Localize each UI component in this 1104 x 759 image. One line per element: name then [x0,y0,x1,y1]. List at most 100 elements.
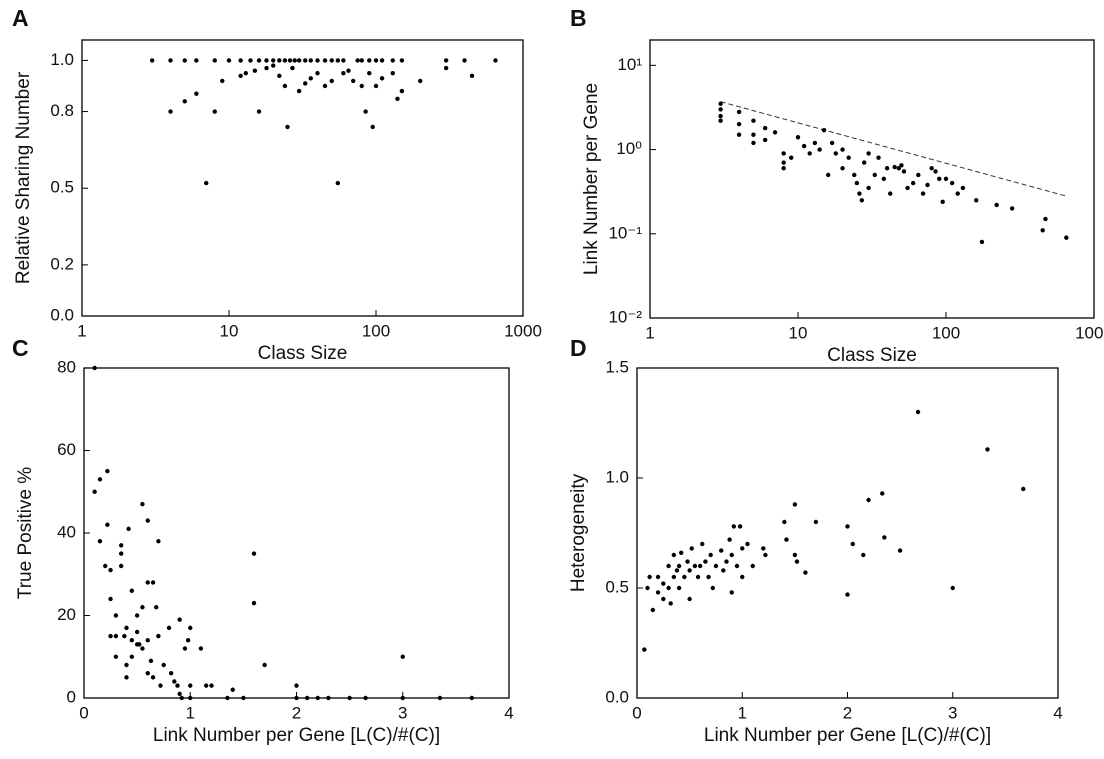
point [736,109,742,115]
point [168,671,174,676]
point [296,58,302,63]
point [271,63,276,68]
point [731,524,737,529]
point [359,58,364,63]
point [118,543,124,548]
point [762,137,768,143]
point [916,172,921,178]
point [794,559,800,564]
point [400,695,405,701]
point [792,502,798,507]
point [92,365,97,371]
point [188,683,193,688]
point [329,78,334,84]
point [655,574,661,580]
point [399,58,405,63]
point [729,552,734,558]
point [370,124,375,130]
point [322,83,328,89]
point [373,83,379,89]
point [846,155,851,160]
point [194,91,199,96]
plot-frame [636,367,1059,699]
point [315,71,320,76]
point [315,58,320,63]
point [888,191,893,196]
point [929,166,934,171]
point [901,169,907,174]
point [950,585,955,591]
point [679,550,684,555]
point [108,596,113,602]
point [845,524,850,529]
point [813,519,819,525]
point [708,552,713,558]
point [108,633,113,639]
point [661,581,666,586]
point [789,155,794,160]
point [892,164,897,170]
point [177,617,182,622]
y-axis-label: Heterogeneity [568,473,589,592]
y-tick-label: 0 [67,687,76,706]
x-tick-label: 100 [932,323,960,342]
point [256,58,262,63]
point [833,151,838,156]
point [129,654,135,659]
point [689,546,694,551]
point [781,166,786,171]
point [899,163,904,168]
point [188,695,193,701]
point [674,568,680,573]
point [105,468,110,474]
x-tick-label: 3 [398,703,407,722]
point [826,172,831,178]
point [182,99,187,104]
point [296,88,302,94]
point [149,58,155,63]
point [92,489,97,494]
point [277,58,282,63]
point [687,568,692,573]
point [252,68,258,73]
x-axis-label: Link Number per Gene [L(C)/#(C)] [153,725,440,746]
y-tick-label: 20 [57,605,76,624]
point [803,570,808,575]
point [251,551,257,556]
point [859,198,865,203]
point [243,71,248,76]
point [751,118,756,123]
point [341,58,346,63]
point [230,687,235,692]
point [212,109,217,114]
point [238,58,243,63]
point [721,568,726,573]
point [872,172,877,178]
point [390,58,395,63]
point [363,109,368,114]
point [692,563,698,569]
point [124,675,129,680]
point [264,58,269,63]
point [390,71,395,76]
point [212,58,217,63]
x-tick-label: 0 [79,703,88,722]
point [880,491,885,496]
y-tick-label: 0.5 [605,577,629,596]
point [145,638,150,643]
point [395,96,400,101]
x-axis-label: Link Number per Gene [L(C)/#(C)] [704,725,991,746]
plot-frame [81,39,524,317]
point [437,695,443,701]
point [150,675,156,680]
point [129,588,135,593]
point [175,683,180,688]
point [920,191,926,196]
point [840,147,845,152]
y-tick-label: 60 [57,440,76,459]
point [315,695,320,701]
point [105,522,110,527]
point [241,695,246,701]
point [177,691,182,697]
point [373,58,379,63]
